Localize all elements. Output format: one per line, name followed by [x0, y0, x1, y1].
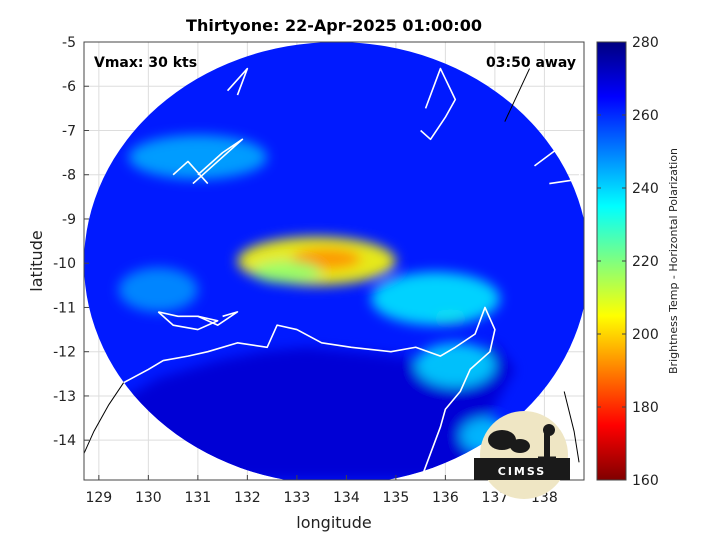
colorbar-label: Brightness Temp - Horizontal Polarizatio… — [667, 148, 680, 374]
x-tick-label: 131 — [184, 490, 211, 506]
brightness-feature — [415, 342, 495, 388]
y-tick-label: -14 — [53, 433, 76, 449]
y-tick-label: -13 — [53, 389, 76, 405]
colorbar-tick-label: 220 — [632, 254, 659, 270]
y-tick-label: -12 — [53, 345, 76, 361]
y-tick-label: -9 — [62, 212, 76, 228]
x-tick-label: 133 — [284, 490, 311, 506]
colorbar: 160 180 200 220 240 260 280 Brightness Temp - … — [596, 35, 680, 489]
x-tick-label: 130 — [135, 490, 162, 506]
y-tick-label: -7 — [62, 123, 76, 139]
colorbar-tick-label: 160 — [632, 473, 659, 489]
colorbar-tick-label: 280 — [632, 35, 659, 51]
x-tick-label: 129 — [85, 490, 112, 506]
coastline — [84, 67, 584, 480]
x-tick-label: 137 — [482, 490, 509, 506]
y-tick-label: -11 — [53, 300, 76, 316]
colorbar-tick-label: 260 — [632, 108, 659, 124]
x-tick-label: 135 — [383, 490, 410, 506]
coastline-segment — [420, 67, 457, 141]
coastline-segment — [157, 311, 219, 331]
y-tick-label: -8 — [62, 168, 76, 184]
coastline-segment — [504, 68, 530, 122]
brightness-feature — [118, 267, 198, 312]
y-tick-label: -10 — [53, 256, 76, 272]
chart-title: Thirtyone: 22-Apr-2025 01:00:00 — [186, 16, 482, 35]
x-tick-label: 132 — [234, 490, 261, 506]
x-axis-label: longitude — [296, 513, 371, 532]
x-axis: 129 130 131 132 133 134 135 136 137 138 — [85, 475, 558, 506]
coastline-segment — [197, 311, 239, 326]
plot-frame — [83, 41, 585, 481]
time-away-annotation: 03:50 away — [486, 55, 576, 71]
colorbar-tick-label: 200 — [632, 327, 659, 343]
vmax-annotation: Vmax: 30 kts — [94, 55, 197, 71]
coastline-segment — [192, 138, 244, 185]
y-tick-label: -5 — [62, 35, 76, 51]
coastline-segment — [84, 382, 125, 454]
y-axis-label: latitude — [27, 230, 46, 291]
cimss-logo: CIMSS — [474, 411, 570, 499]
coastline-segment — [563, 391, 580, 463]
colorbar-scale — [596, 41, 627, 481]
colorbar-tick-label: 240 — [632, 181, 659, 197]
y-tick-label: -6 — [62, 79, 76, 95]
x-tick-label: 134 — [333, 490, 360, 506]
x-tick-label: 136 — [432, 490, 459, 506]
colorbar-tick-label: 180 — [632, 400, 659, 416]
coastline-segment — [226, 67, 249, 96]
brightness-feature — [371, 272, 500, 326]
brightness-feature — [252, 261, 322, 284]
logo-text: CIMSS — [498, 465, 546, 478]
coastline-segment — [534, 142, 584, 185]
coastline-segment — [172, 160, 209, 185]
coastline-segment — [123, 306, 496, 480]
y-axis: -5 -6 -7 -8 -9 -10 -11 -12 -13 -14 — [53, 35, 89, 449]
